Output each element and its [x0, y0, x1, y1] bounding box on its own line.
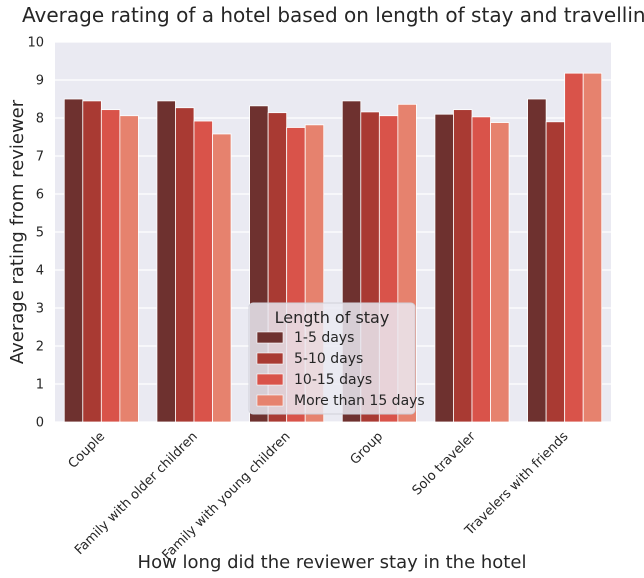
bar	[471, 116, 491, 423]
bar	[564, 72, 584, 423]
legend: Length of stay 1-5 days 5-10 days 10-15 da…	[248, 302, 425, 415]
y-tick-label: 10	[27, 36, 44, 51]
legend-label: More than 15 days	[294, 393, 425, 409]
y-tick-label: 7	[36, 150, 44, 165]
y-tick-label: 3	[36, 302, 44, 317]
x-axis-label: How long did the reviewer stay in the ho…	[138, 552, 527, 573]
legend-label: 10-15 days	[294, 372, 372, 388]
x-tick-label: Travelers with friends	[462, 429, 572, 539]
bar	[527, 98, 547, 423]
y-tick-label: 2	[36, 340, 44, 355]
legend-label: 5-10 days	[294, 351, 363, 367]
y-tick-label: 4	[36, 264, 44, 279]
legend-label: 1-5 days	[294, 330, 354, 346]
y-tick-labels: 0 1 2 3 4 5 6 7 8 9 10	[27, 36, 44, 431]
x-tick-label: Group	[348, 429, 387, 468]
legend-title: Length of stay	[275, 308, 390, 327]
y-axis-label: Average rating from reviewer	[7, 99, 28, 364]
bar	[490, 122, 510, 423]
bar	[582, 72, 603, 423]
legend-items: 1-5 days 5-10 days 10-15 days More than 15 …	[256, 330, 425, 409]
x-tick-label: Couple	[66, 429, 109, 472]
y-tick-label: 5	[36, 226, 44, 241]
y-tick-label: 8	[36, 112, 44, 127]
bar	[63, 98, 84, 423]
bar	[156, 100, 176, 423]
chart-title: Average rating of a hotel based on lengt…	[22, 3, 644, 27]
y-tick-label: 0	[36, 416, 44, 431]
bar	[82, 100, 102, 423]
bar	[119, 115, 139, 423]
bar	[453, 109, 473, 423]
legend-swatch	[256, 394, 284, 407]
legend-swatch	[256, 352, 284, 365]
bar	[100, 109, 121, 423]
legend-box	[248, 302, 416, 415]
y-tick-label: 6	[36, 188, 44, 203]
bar	[193, 120, 213, 423]
bar	[175, 107, 195, 423]
x-tick-label: Solo traveler	[410, 429, 480, 499]
bar	[545, 121, 566, 423]
bar	[434, 113, 454, 423]
bar	[212, 133, 232, 423]
legend-swatch	[256, 373, 284, 386]
y-tick-label: 1	[36, 378, 44, 393]
y-tick-label: 9	[36, 74, 44, 89]
legend-swatch	[256, 331, 284, 344]
